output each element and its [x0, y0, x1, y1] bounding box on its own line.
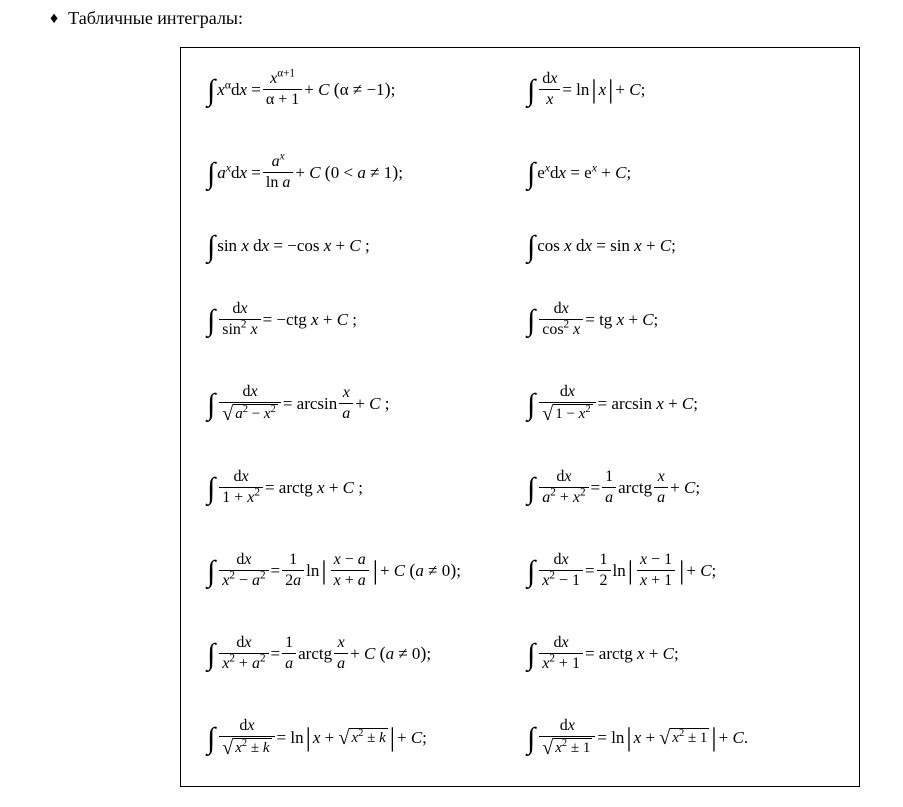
heading-text: Табличные интегралы:	[68, 8, 243, 29]
formula-1a: ∫ xαdx = xα+1 α + 1 + C (α ≠ −1);	[207, 70, 527, 109]
formula-7b: ∫ dx x2 − 1 = 12 ln | x − 1x + 1 | + C;	[527, 551, 716, 590]
page: ♦ Табличные интегралы: ∫ xαdx = xα+1 α +…	[0, 0, 903, 807]
formula-3a: ∫ sin x dx = −cos x + C ;	[207, 236, 527, 256]
formula-6a: ∫ dx 1 + x2 = arctg x + C ;	[207, 468, 527, 507]
formula-row-5: ∫ dx √a2 − x2 = arcsin xa + C ; ∫ dx √1 …	[207, 383, 841, 424]
formula-2b: ∫ exdx = ex + C;	[527, 163, 631, 183]
formula-row-9: ∫ dx √x2 ± k = ln | x + √x2 ± k | + C; ∫…	[207, 717, 841, 758]
formula-4a: ∫ dx sin2 x = −ctg x + C ;	[207, 300, 527, 339]
formula-8b: ∫ dx x2 + 1 = arctg x + C;	[527, 634, 679, 673]
formula-1b: ∫ dx x = ln | x | + C;	[527, 70, 645, 109]
formula-6b: ∫ dx a2 + x2 = 1a arctg xa + C;	[527, 468, 700, 507]
formula-5b: ∫ dx √1 − x2 = arcsin x + C;	[527, 383, 698, 424]
formula-9b: ∫ dx √x2 ± 1 = ln | x + √x2 ± 1 | + C.	[527, 717, 748, 758]
formula-row-8: ∫ dx x2 + a2 = 1a arctg xa + C (a ≠ 0); …	[207, 634, 841, 673]
formula-row-1: ∫ xαdx = xα+1 α + 1 + C (α ≠ −1); ∫ dx x…	[207, 70, 841, 109]
formula-4b: ∫ dx cos2 x = tg x + C;	[527, 300, 658, 339]
formula-5a: ∫ dx √a2 − x2 = arcsin xa + C ;	[207, 383, 527, 424]
formula-row-6: ∫ dx 1 + x2 = arctg x + C ; ∫ dx a2 + x2…	[207, 468, 841, 507]
formula-3b: ∫ cos x dx = sin x + C;	[527, 236, 676, 256]
integral-table: ∫ xαdx = xα+1 α + 1 + C (α ≠ −1); ∫ dx x…	[180, 47, 860, 787]
formula-2a: ∫ axdx = ax ln a + C (0 < a ≠ 1);	[207, 153, 527, 192]
formula-row-3: ∫ sin x dx = −cos x + C ; ∫ cos x dx = s…	[207, 236, 841, 256]
formula-row-2: ∫ axdx = ax ln a + C (0 < a ≠ 1); ∫ exdx…	[207, 153, 841, 192]
formula-9a: ∫ dx √x2 ± k = ln | x + √x2 ± k | + C;	[207, 717, 527, 758]
formula-8a: ∫ dx x2 + a2 = 1a arctg xa + C (a ≠ 0);	[207, 634, 527, 673]
bullet-icon: ♦	[50, 10, 58, 28]
heading-row: ♦ Табличные интегралы:	[50, 8, 883, 29]
formula-7a: ∫ dx x2 − a2 = 12a ln | x − ax + a | + C…	[207, 551, 527, 590]
formula-row-7: ∫ dx x2 − a2 = 12a ln | x − ax + a | + C…	[207, 551, 841, 590]
formula-row-4: ∫ dx sin2 x = −ctg x + C ; ∫ dx cos2 x =…	[207, 300, 841, 339]
